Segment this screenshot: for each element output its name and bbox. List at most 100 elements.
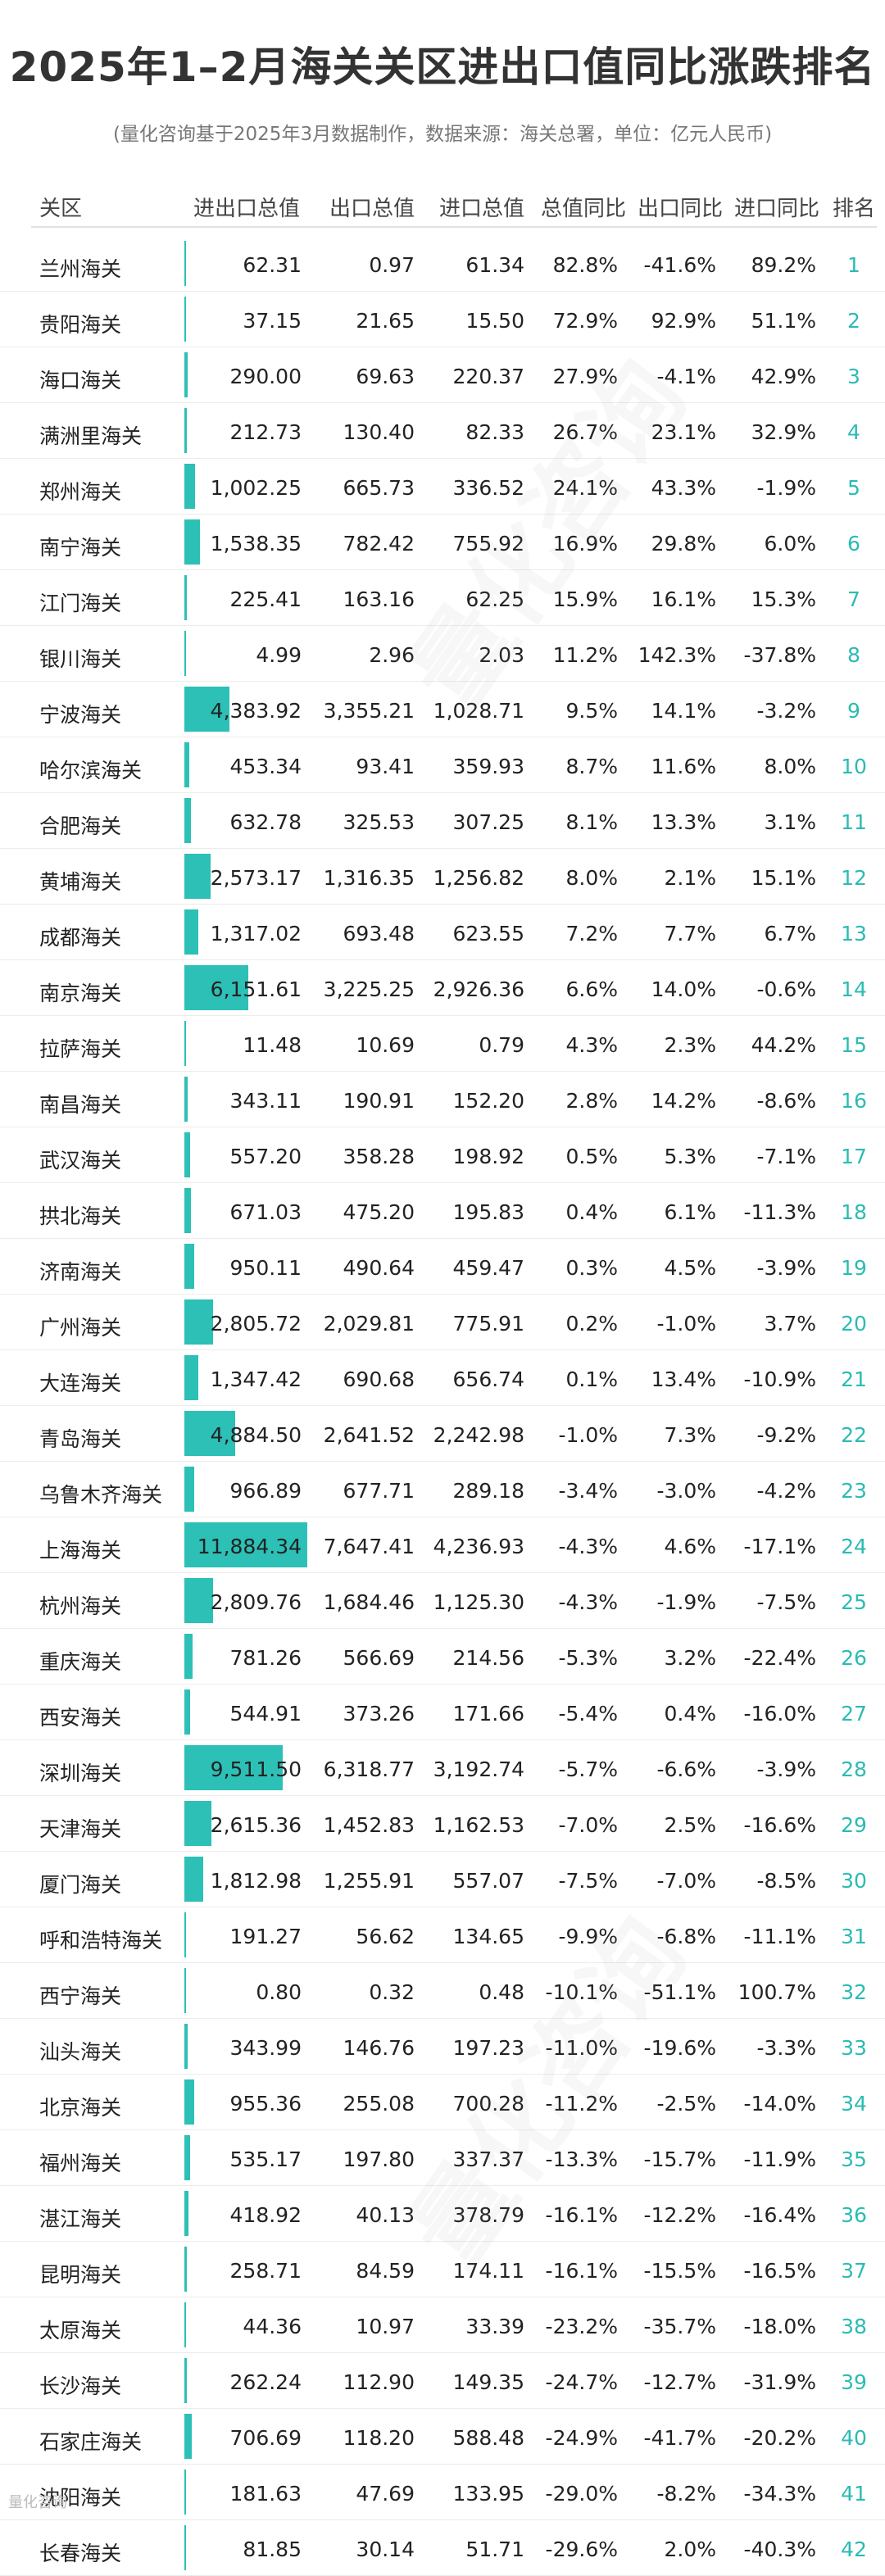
total-value-bar (184, 1578, 213, 1623)
import-value: 2,926.36 (433, 977, 524, 1001)
region-name: 济南海关 (39, 1260, 122, 1284)
import-value: 82.33 (465, 420, 524, 444)
rank: 5 (847, 476, 860, 500)
rank: 16 (841, 1089, 867, 1113)
total-value: 955.36 (229, 2092, 302, 2116)
header-export-yoy: 出口同比 (638, 197, 724, 221)
export-yoy: 92.9% (651, 309, 716, 333)
header-import: 进口总值 (439, 197, 525, 221)
total-value: 1,317.02 (210, 922, 302, 946)
region-name: 大连海关 (39, 1372, 122, 1395)
import-value: 3,192.74 (433, 1757, 524, 1781)
total-value: 343.99 (229, 2036, 302, 2060)
region-name: 银川海关 (39, 647, 122, 671)
total-yoy: 82.8% (552, 253, 618, 277)
total-value: 290.00 (229, 365, 302, 388)
table-row: 长春海关 81.85 30.14 51.71 -29.6% 2.0% -40.3% 42 (0, 2520, 885, 2576)
region-name: 宁波海关 (39, 703, 122, 727)
rank: 19 (841, 1256, 867, 1280)
import-value: 1,028.71 (433, 699, 524, 723)
export-value: 130.40 (343, 420, 415, 444)
total-value: 4,383.92 (210, 699, 302, 723)
import-value: 1,256.82 (433, 866, 524, 890)
table-row: 西安海关 544.91 373.26 171.66 -5.4% 0.4% -16.0% 27 (0, 1685, 885, 1740)
total-yoy: -5.3% (558, 1646, 618, 1670)
export-yoy: 2.3% (664, 1033, 716, 1057)
rank: 25 (841, 1590, 867, 1614)
region-name: 天津海关 (39, 1817, 122, 1841)
table-row: 拉萨海关 11.48 10.69 0.79 4.3% 2.3% 44.2% 15 (0, 1016, 885, 1072)
export-yoy: -51.1% (643, 1980, 716, 2004)
total-value: 37.15 (243, 309, 302, 333)
import-yoy: -3.2% (756, 699, 816, 723)
total-yoy: -29.6% (545, 2537, 618, 2561)
total-yoy: 0.3% (565, 1256, 618, 1280)
table-row: 兰州海关 62.31 0.97 61.34 82.8% -41.6% 89.2% 1 (0, 236, 885, 292)
export-yoy: 5.3% (664, 1145, 716, 1168)
total-value-bar (184, 575, 187, 620)
import-value: 149.35 (452, 2370, 524, 2394)
rank: 30 (841, 1869, 867, 1893)
total-value: 4,884.50 (210, 1423, 302, 1447)
table-row: 石家庄海关 706.69 118.20 588.48 -24.9% -41.7% -20.2… (0, 2409, 885, 2465)
region-name: 黄埔海关 (39, 870, 122, 894)
table-row: 南昌海关 343.11 190.91 152.20 2.8% 14.2% -8.6% 16 (0, 1072, 885, 1127)
total-yoy: -3.4% (558, 1479, 618, 1503)
region-name: 上海海关 (39, 1539, 122, 1562)
total-value: 11.48 (243, 1033, 302, 1057)
import-yoy: 3.7% (764, 1312, 816, 1336)
total-value: 2,805.72 (210, 1312, 302, 1336)
import-value: 33.39 (465, 2315, 524, 2338)
rank: 32 (841, 1980, 867, 2004)
table-row: 厦门海关 1,812.98 1,255.91 557.07 -7.5% -7.0% -8.5… (0, 1852, 885, 1907)
export-value: 1,452.83 (323, 1813, 415, 1837)
table-row: 武汉海关 557.20 358.28 198.92 0.5% 5.3% -7.1% 17 (0, 1127, 885, 1183)
table-row: 乌鲁木齐海关 966.89 677.71 289.18 -3.4% -3.0% -4.2% 2… (0, 1462, 885, 1517)
rank: 36 (841, 2203, 867, 2227)
table-row: 成都海关 1,317.02 693.48 623.55 7.2% 7.7% 6.7% 13 (0, 905, 885, 960)
header-export: 出口总值 (329, 197, 415, 221)
total-value-bar (184, 1857, 203, 1902)
total-value-bar (184, 1299, 213, 1345)
total-yoy: -4.3% (558, 1590, 618, 1614)
import-yoy: 6.7% (764, 922, 816, 946)
total-value-bar (184, 2079, 194, 2125)
export-yoy: 29.8% (651, 532, 716, 556)
total-value-bar (184, 1132, 190, 1177)
header-total-yoy: 总值同比 (541, 197, 627, 221)
region-name: 北京海关 (39, 2096, 122, 2120)
total-yoy: 7.2% (565, 922, 618, 946)
rank: 15 (841, 1033, 867, 1057)
export-yoy: 14.1% (651, 699, 716, 723)
export-yoy: 0.4% (664, 1702, 716, 1726)
export-yoy: -2.5% (656, 2092, 716, 2116)
export-yoy: -15.7% (643, 2147, 716, 2171)
export-value: 197.80 (343, 2147, 415, 2171)
total-value-bar (184, 1689, 190, 1735)
export-yoy: 3.2% (664, 1646, 716, 1670)
export-value: 190.91 (343, 1089, 415, 1113)
total-value: 418.92 (229, 2203, 302, 2227)
total-yoy: 4.3% (565, 1033, 618, 1057)
table-row: 呼和浩特海关 191.27 56.62 134.65 -9.9% -6.8% -11.1% 3… (0, 1907, 885, 1963)
region-name: 杭州海关 (39, 1594, 122, 1618)
page-subtitle: (量化咨询基于2025年3月数据制作，数据来源：海关总署，单位：亿元人民币) (112, 124, 773, 145)
region-name: 江门海关 (39, 592, 122, 615)
total-yoy: -5.4% (558, 1702, 618, 1726)
rank: 3 (847, 365, 860, 388)
import-value: 61.34 (465, 253, 524, 277)
rank: 27 (841, 1702, 867, 1726)
export-yoy: 4.5% (664, 1256, 716, 1280)
rank: 14 (841, 977, 867, 1001)
table-row: 昆明海关 258.71 84.59 174.11 -16.1% -15.5% -16.5% 3… (0, 2242, 885, 2297)
total-value-bar (184, 1634, 193, 1679)
table-row: 青岛海关 4,884.50 2,641.52 2,242.98 -1.0% 7.3% -9.… (0, 1406, 885, 1462)
total-value-bar (184, 854, 211, 899)
header-total: 进出口总值 (193, 197, 301, 221)
total-value-bar (184, 2191, 188, 2236)
total-yoy: 11.2% (552, 643, 618, 667)
import-yoy: -11.3% (743, 1200, 816, 1224)
total-value-bar (184, 297, 186, 342)
region-name: 兰州海关 (39, 257, 122, 281)
import-yoy: -7.5% (756, 1590, 816, 1614)
